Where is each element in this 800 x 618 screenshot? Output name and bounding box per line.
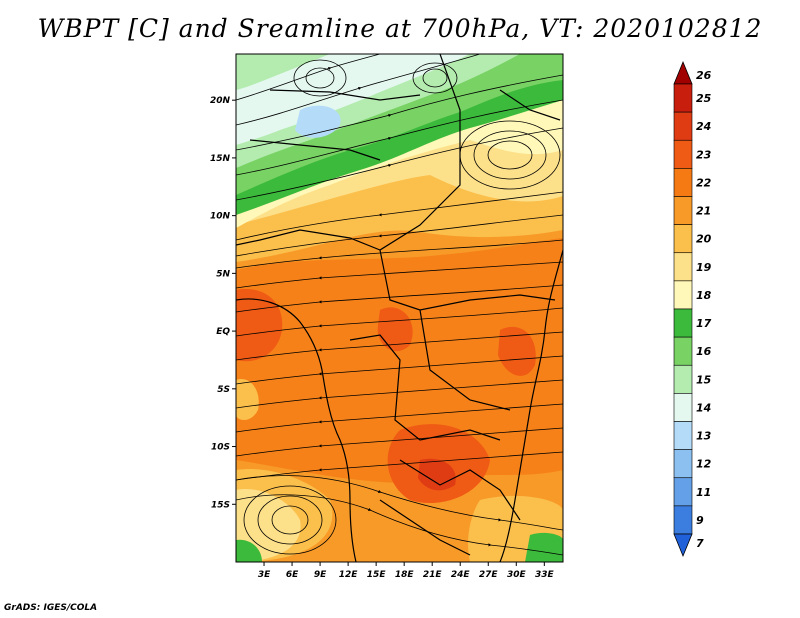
colorbar-swatch (673, 393, 693, 422)
colorbar-label: 20 (696, 233, 712, 246)
lon-tick-label: 24E (451, 570, 471, 580)
map-frame (235, 53, 564, 563)
lon-tick-label: 6E (286, 570, 299, 580)
chart-title: WBPT [C] and Sreamline at 700hPa, VT: 20… (37, 14, 763, 43)
lat-tick-label: 15N (210, 154, 231, 164)
lat-tick-label: 15S (211, 500, 230, 510)
colorbar-swatch (673, 168, 693, 197)
colorbar-swatch (673, 224, 693, 254)
lat-tick-label: 5N (216, 269, 230, 279)
lon-tick-label: 12E (339, 570, 359, 580)
colorbar-label: 17 (696, 317, 712, 330)
lon-tick-label: 27E (479, 570, 499, 580)
colorbar-swatch (673, 111, 693, 141)
colorbar-label: 11 (696, 486, 711, 499)
colorbar-swatch (673, 505, 693, 535)
colorbar-swatch (673, 336, 693, 366)
colorbar-label: 14 (696, 401, 711, 414)
political-borders (236, 54, 563, 562)
lat-tick-label: 10N (210, 212, 231, 222)
colorbar-label: 23 (696, 148, 712, 161)
lon-tick-label: 9E (314, 570, 327, 580)
streamlines (236, 54, 563, 556)
colorbar-label: 13 (696, 430, 712, 443)
colorbar-label: 9 (696, 514, 704, 527)
colorbar: 26 25 24 23 22 21 20 19 18 17 16 15 14 13 12 11 9 7 (673, 60, 712, 558)
lon-tick-label: 33E (535, 570, 555, 580)
lon-tick-label: 18E (395, 570, 415, 580)
colorbar-swatch (673, 83, 693, 113)
lon-tick-label: 3E (258, 570, 271, 580)
colorbar-swatch (673, 280, 693, 310)
colorbar-top-triangle (673, 60, 693, 85)
colorbar-bottom-triangle (673, 533, 693, 558)
colorbar-label: 26 (696, 69, 712, 82)
colorbar-swatch (673, 139, 693, 169)
colorbar-label: 19 (696, 261, 712, 274)
colorbar-swatch (673, 252, 693, 282)
latitude-axis: 20N 15N 10N 5N EQ 5S 10S 15S (210, 96, 236, 510)
lat-tick-label: 20N (210, 96, 231, 106)
longitude-axis: 3E 6E 9E 12E 15E 18E 21E 24E 27E 30E 33E (258, 562, 555, 580)
colorbar-swatch (673, 449, 693, 479)
lat-tick-label: 5S (217, 385, 230, 395)
colorbar-label: 7 (696, 537, 704, 550)
lon-tick-label: 15E (367, 570, 387, 580)
colorbar-label: 18 (696, 289, 712, 302)
colorbar-swatch (673, 477, 693, 507)
colorbar-label: 22 (696, 176, 712, 189)
colorbar-swatch (673, 364, 693, 394)
colorbar-swatch (673, 308, 693, 338)
colorbar-label: 24 (696, 120, 711, 133)
grads-credit: GrADS: IGES/COLA (4, 603, 98, 613)
lat-tick-label: EQ (216, 327, 230, 337)
colorbar-swatch (673, 196, 693, 225)
colorbar-swatch (673, 421, 693, 450)
colorbar-label: 16 (696, 345, 712, 358)
colorbar-label: 15 (696, 373, 712, 386)
lon-tick-label: 30E (507, 570, 527, 580)
colorbar-label: 25 (696, 92, 712, 105)
colorbar-label: 12 (696, 458, 712, 471)
colorbar-label: 21 (696, 205, 711, 218)
lat-tick-label: 10S (211, 443, 230, 453)
lon-tick-label: 21E (423, 570, 443, 580)
